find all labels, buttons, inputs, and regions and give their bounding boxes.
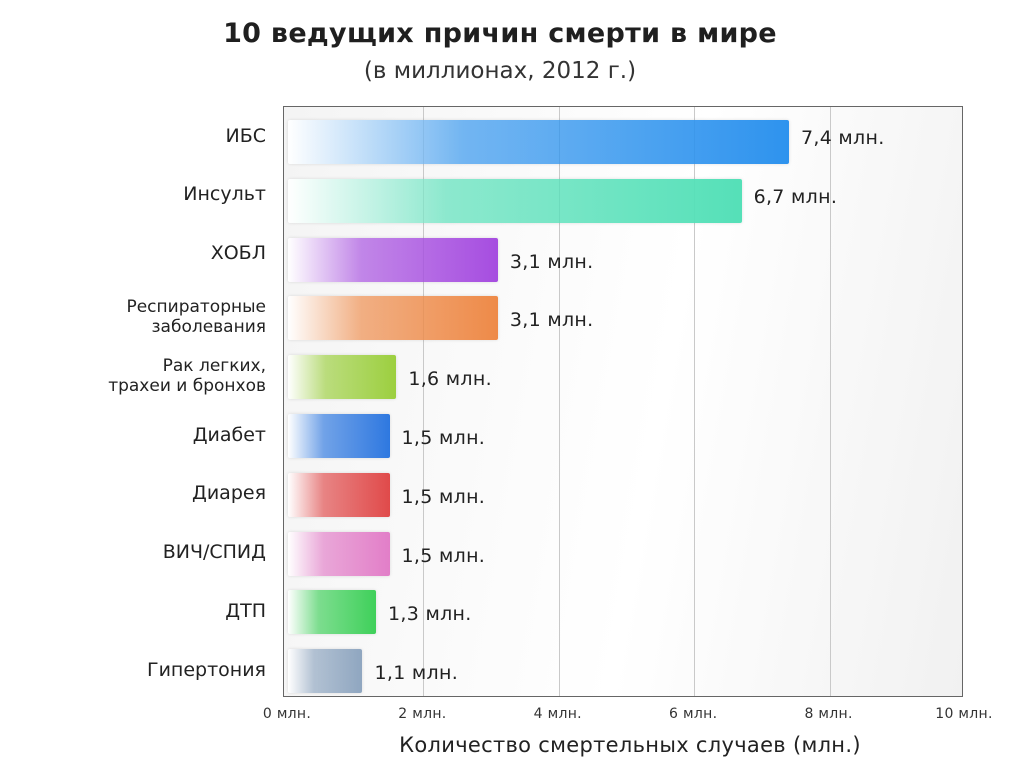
bar-value-label: 1,5 млн. (401, 485, 486, 508)
x-tick-label: 8 млн. (804, 706, 853, 722)
category-label: Рак легких, трахеи и бронхов (108, 356, 266, 397)
bar (288, 472, 390, 517)
x-tick-label: 2 млн. (398, 706, 447, 722)
category-label: ИБС (225, 124, 266, 147)
category-label: ВИЧ/СПИД (162, 541, 266, 564)
bar-value-label: 1,1 млн. (374, 662, 459, 685)
x-tick-label: 6 млн. (669, 706, 718, 722)
bar-value-label: 7,4 млн. (800, 127, 885, 149)
gridline (829, 107, 831, 696)
category-label: Диабет (192, 423, 266, 446)
chart-title: 10 ведущих причин смерти в мире (223, 18, 777, 49)
bar-value-label: 1,5 млн. (401, 544, 486, 567)
gridline (558, 107, 560, 696)
gridline (423, 107, 425, 696)
bar (288, 178, 742, 223)
category-label: Гипертония (146, 658, 266, 681)
category-label: Респираторные заболевания (126, 297, 266, 338)
bar (288, 531, 390, 576)
chart-subtitle: (в миллионах, 2012 г.) (363, 58, 637, 84)
x-tick-label: 4 млн. (533, 706, 582, 722)
category-label: Диарея (191, 482, 266, 505)
bar-value-label: 1,6 млн. (408, 368, 492, 391)
bar-value-label: 1,5 млн. (401, 427, 486, 449)
bar (288, 120, 789, 164)
bar-value-label: 3,1 млн. (509, 250, 594, 273)
bar (288, 355, 397, 400)
category-label: ДТП (225, 599, 266, 622)
x-tick-label: 0 млн. (262, 706, 312, 722)
bar (288, 414, 390, 458)
bar (288, 590, 376, 635)
bar (288, 296, 498, 341)
category-label: Инсульт (183, 183, 266, 206)
bar (288, 237, 498, 282)
gridline (694, 107, 696, 696)
category-label: ХОБЛ (210, 242, 266, 265)
x-tick-label: 10 млн. (935, 706, 993, 722)
plot-area: 7,4 млн. 6,7 млн. 3,1 млн. 3,1 млн. 1,6 млн.… (283, 106, 963, 697)
bar-value-label: 3,1 млн. (509, 309, 594, 332)
bar-value-label: 6,7 млн. (753, 185, 838, 208)
bar (288, 649, 363, 694)
bar-value-label: 1,3 млн. (388, 603, 472, 626)
x-axis-label: Количество смертельных случаев (млн.) (399, 733, 861, 757)
